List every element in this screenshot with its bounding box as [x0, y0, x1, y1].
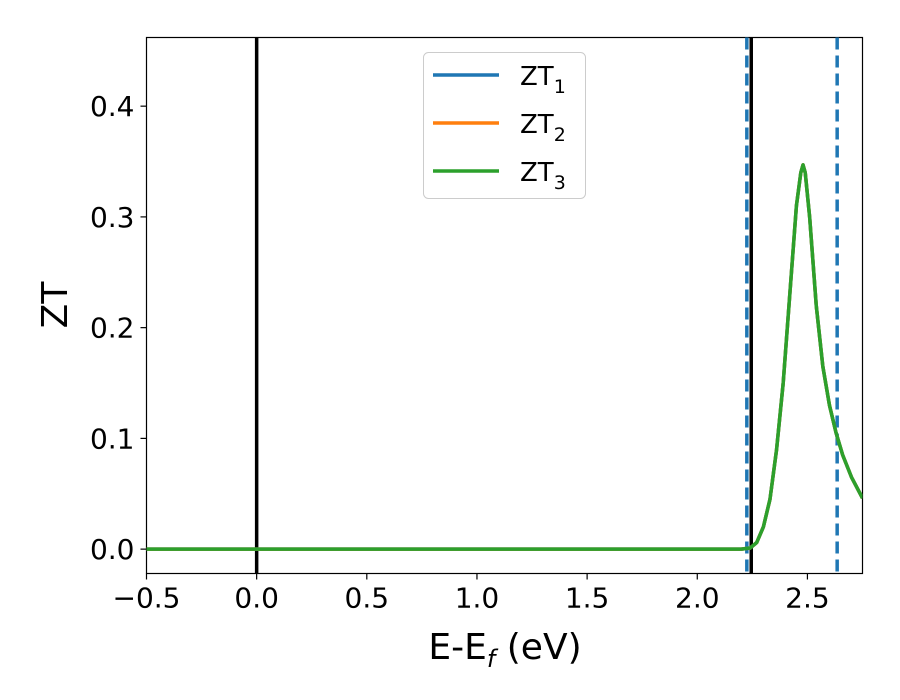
y-tick-label: 0.0: [90, 533, 135, 566]
x-tick-label: 0.5: [345, 582, 390, 615]
y-axis-label: ZT: [35, 281, 76, 329]
x-tick-label: 0.0: [234, 582, 279, 615]
legend-box: [423, 52, 586, 199]
legend: ZT1 ZT2 ZT3: [423, 52, 586, 199]
y-tick-label: 0.4: [90, 90, 135, 123]
legend-label-zt1: ZT1: [520, 62, 566, 98]
x-tick-label: 1.0: [455, 582, 500, 615]
x-tick-label: 1.5: [565, 582, 610, 615]
legend-label-zt2: ZT2: [520, 110, 566, 146]
y-tick-label: 0.3: [90, 201, 135, 234]
y-tick-label: 0.2: [90, 312, 135, 345]
x-axis-label: E-Ef (eV): [428, 627, 581, 673]
x-tick-label: 2.5: [785, 582, 830, 615]
series-line-zt3: [146, 163, 863, 551]
legend-label-zt3: ZT3: [520, 158, 566, 194]
x-tick-label: −0.5: [113, 582, 181, 615]
x-tick-label: 2.0: [675, 582, 720, 615]
x-axis-label-unit: (eV): [495, 627, 581, 668]
y-tick-label: 0.1: [90, 422, 135, 455]
